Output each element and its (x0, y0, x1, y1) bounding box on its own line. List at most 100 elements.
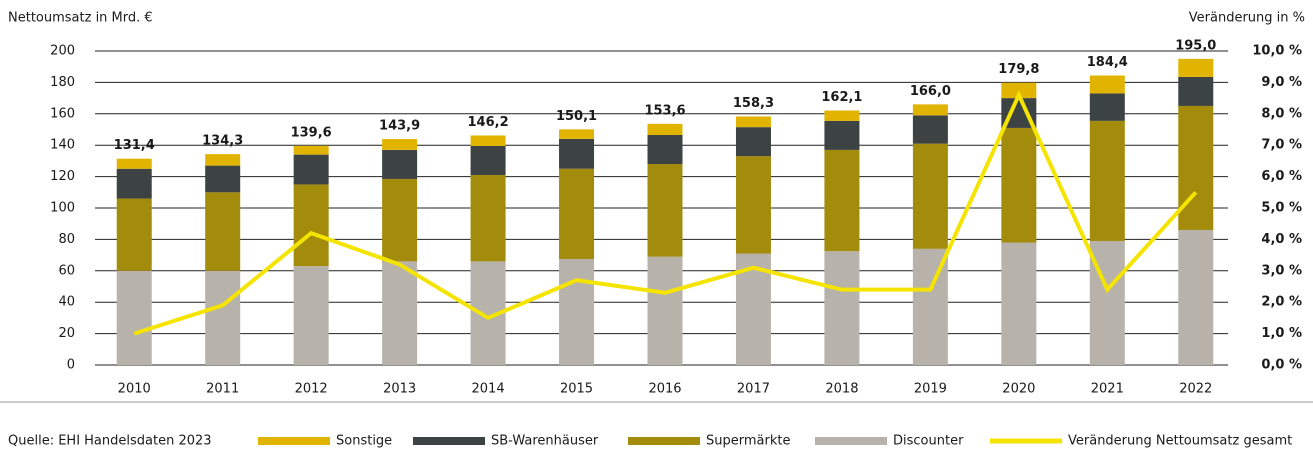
x-tick-label: 2010 (118, 382, 151, 397)
y2-tick-label: 6,0 % (1261, 169, 1302, 184)
bar-segment (293, 154, 329, 185)
bar-segment (1001, 127, 1037, 243)
bar-segment (116, 198, 152, 271)
bar-segment (824, 110, 860, 121)
total-label: 150,1 (556, 109, 597, 124)
bar-segment (824, 149, 860, 252)
bar-segment (116, 270, 152, 365)
y-tick-label: 160 (50, 106, 75, 121)
y2-tick-label: 10,0 % (1252, 44, 1302, 59)
total-label: 166,0 (910, 84, 951, 99)
y-tick-label: 40 (58, 295, 75, 310)
bar-segment (1178, 58, 1214, 77)
legend-swatch (258, 437, 330, 445)
bar-segment (470, 145, 506, 176)
total-label: 139,6 (291, 125, 332, 140)
bar-segment (1089, 75, 1125, 94)
y-tick-label: 0 (67, 358, 75, 373)
total-label: 131,4 (114, 138, 155, 153)
bar-segment (647, 164, 683, 257)
legend-label: Veränderung Nettoumsatz gesamt (1068, 434, 1292, 449)
y-tick-label: 120 (50, 169, 75, 184)
y2-tick-label: 4,0 % (1261, 232, 1302, 247)
x-tick-label: 2018 (825, 382, 858, 397)
bar-segment (647, 256, 683, 365)
bar-segment (293, 184, 329, 267)
total-label: 162,1 (821, 90, 862, 105)
bar-segment (1178, 76, 1214, 106)
bar-segment (205, 270, 241, 365)
y2-tick-label: 0,0 % (1261, 358, 1302, 373)
bar-segment (647, 134, 683, 165)
y2-tick-label: 7,0 % (1261, 138, 1302, 153)
x-tick-label: 2013 (383, 382, 416, 397)
source: Quelle: EHI Handelsdaten 2023 (8, 434, 212, 449)
x-tick-label: 2020 (1002, 382, 1035, 397)
x-tick-label: 2022 (1179, 382, 1212, 397)
total-label: 179,8 (998, 62, 1039, 77)
bar-segment (293, 145, 329, 155)
legend-label: Discounter (893, 434, 964, 449)
bar-segment (293, 266, 329, 365)
bar-segment (559, 168, 595, 260)
bar-segment (382, 261, 418, 365)
total-label: 158,3 (733, 96, 774, 111)
total-label: 195,0 (1175, 38, 1216, 53)
bar-segment (559, 259, 595, 365)
legend-swatch (413, 437, 485, 445)
y2-tick-label: 3,0 % (1261, 263, 1302, 278)
bar-segment (470, 175, 506, 262)
x-tick-label: 2021 (1091, 382, 1124, 397)
x-tick-label: 2012 (295, 382, 328, 397)
bar-segment (735, 116, 771, 128)
bar-segment (559, 129, 595, 139)
total-label: 184,4 (1087, 55, 1128, 70)
y-tick-label: 180 (50, 75, 75, 90)
y-tick-label: 200 (50, 44, 75, 59)
bar-segment (735, 127, 771, 157)
bar-segment (735, 156, 771, 254)
legend-label: Sonstige (336, 434, 392, 449)
bar-segment (1178, 229, 1214, 365)
total-label: 153,6 (644, 103, 685, 118)
legend-swatch (815, 437, 887, 445)
y2-axis-title: Veränderung in % (1189, 11, 1305, 26)
y2-tick-label: 5,0 % (1261, 201, 1302, 216)
y-tick-label: 80 (58, 232, 75, 247)
y2-tick-label: 9,0 % (1261, 75, 1302, 90)
bar-segment (205, 165, 241, 193)
y-tick-label: 60 (58, 263, 75, 278)
y-tick-label: 100 (50, 201, 75, 216)
x-tick-label: 2016 (648, 382, 681, 397)
total-label: 143,9 (379, 119, 420, 134)
y2-tick-label: 8,0 % (1261, 106, 1302, 121)
bar-segment (116, 168, 152, 199)
legend-label: Supermärkte (706, 434, 790, 449)
bar-segment (205, 192, 241, 271)
total-label: 134,3 (202, 134, 243, 149)
bar-segment (824, 120, 860, 150)
bar-segment (382, 178, 418, 262)
y2-tick-label: 2,0 % (1261, 295, 1302, 310)
line (133, 90, 1198, 336)
legend-label: SB-Warenhäuser (491, 434, 599, 449)
bar-segment (912, 104, 948, 116)
y-axis-title: Nettoumsatz in Mrd. € (8, 11, 153, 26)
x-tick-label: 2011 (206, 382, 239, 397)
bar-segment (382, 139, 418, 150)
bar-segment (559, 138, 595, 169)
y2-tick-label: 1,0 % (1261, 326, 1302, 341)
total-label: 146,2 (468, 115, 509, 130)
bar-segment (1178, 105, 1214, 230)
x-tick-label: 2017 (737, 382, 770, 397)
y-tick-label: 20 (58, 326, 75, 341)
bar-segment (1089, 93, 1125, 121)
bar-segment (1001, 242, 1037, 365)
bar-segment (470, 135, 506, 146)
bar-segment (912, 115, 948, 144)
x-tick-label: 2019 (914, 382, 947, 397)
y-tick-label: 140 (50, 138, 75, 153)
bar-segment (205, 154, 241, 166)
bar-segment (1089, 120, 1125, 241)
